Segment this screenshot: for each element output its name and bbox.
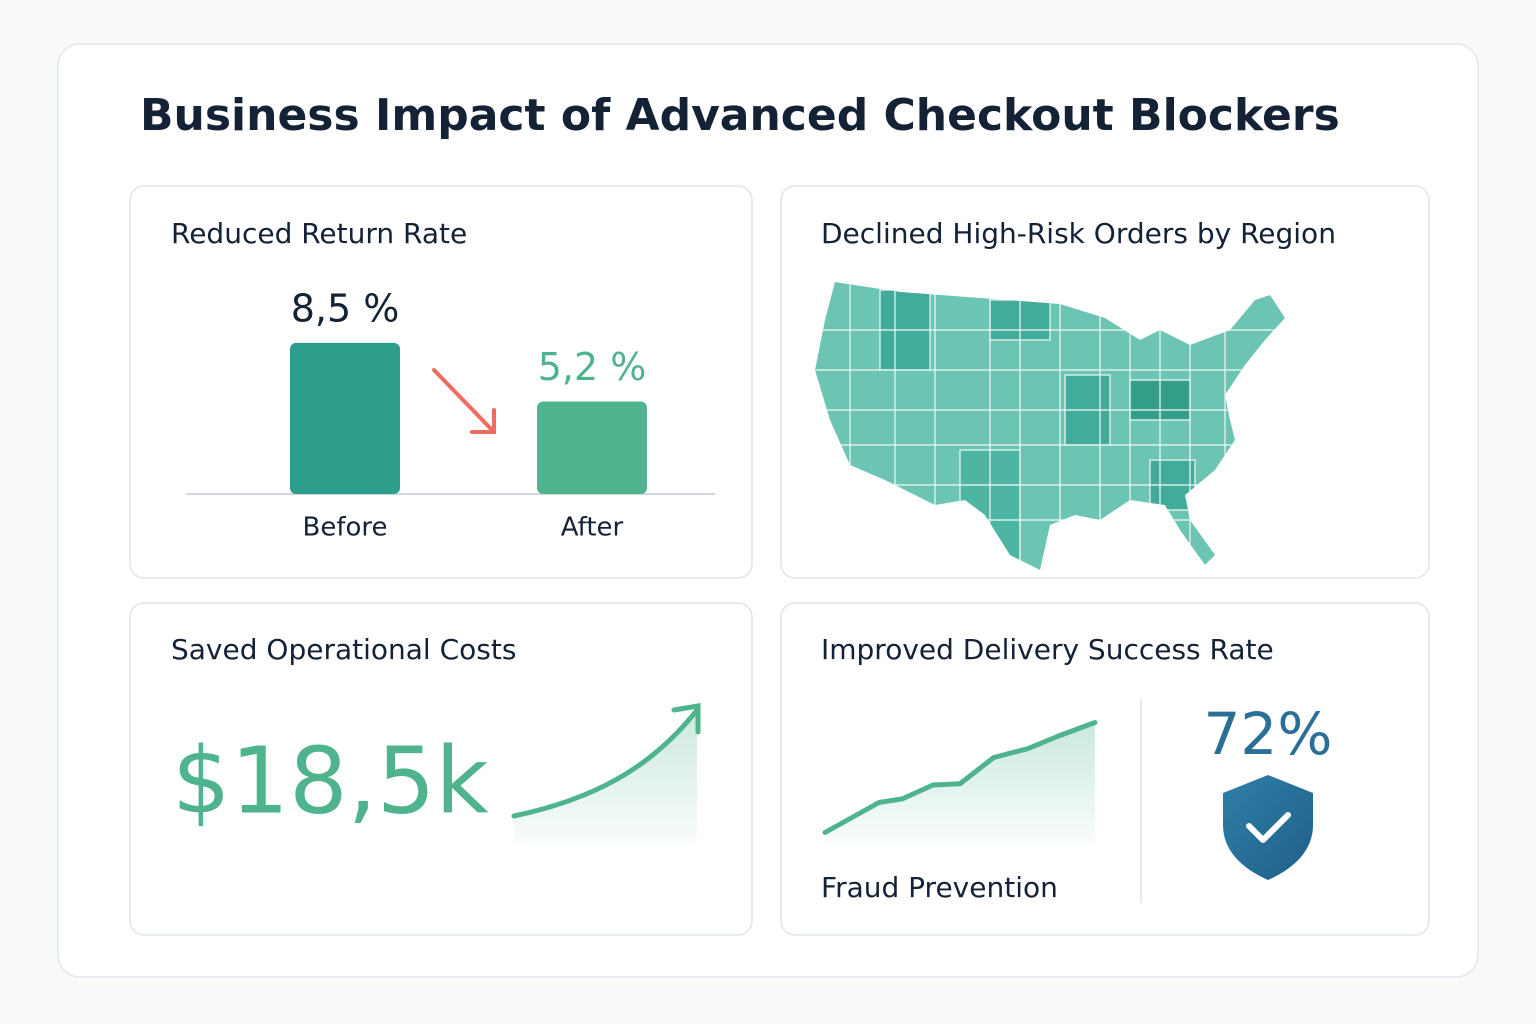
panel-title: Saved Operational Costs xyxy=(171,633,516,666)
down-arrow xyxy=(432,368,496,434)
panel-title: Declined High-Risk Orders by Region xyxy=(821,217,1336,250)
value-label: 5,2 % xyxy=(538,345,647,389)
value-label: 8,5 % xyxy=(291,286,400,330)
x-axis-label: Fraud Prevention xyxy=(821,871,1058,904)
shield-icon xyxy=(1223,775,1313,880)
cost-value: $18,5k xyxy=(172,727,489,834)
category-label: After xyxy=(561,513,624,543)
bar xyxy=(537,401,647,494)
panel-title: Improved Delivery Success Rate xyxy=(821,633,1274,666)
panel-title: Reduced Return Rate xyxy=(171,217,467,250)
page-title: Business Impact of Advanced Checkout Blo… xyxy=(140,90,1340,141)
bar xyxy=(290,342,400,494)
line xyxy=(822,720,1098,835)
category-label: Before xyxy=(302,513,387,543)
panel xyxy=(129,602,753,936)
growth-curve xyxy=(511,703,701,845)
delivery-rate: 72% xyxy=(1204,700,1333,768)
